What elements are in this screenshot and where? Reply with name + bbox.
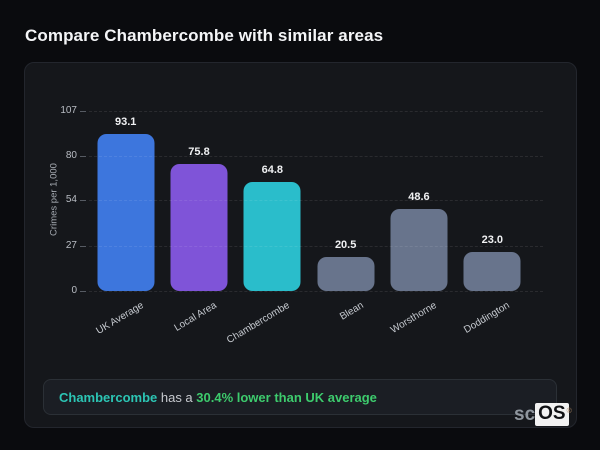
bar-value-label: 93.1	[114, 116, 137, 129]
bar-local-area[interactable]	[170, 163, 228, 291]
bar-value-label: 75.8	[188, 145, 210, 158]
watermark-os: OS	[535, 403, 569, 426]
bar-slot: 75.8 Local Area	[162, 111, 235, 334]
bar-value-label: 64.8	[261, 164, 284, 176]
insight-connector: has a	[157, 389, 197, 405]
bar-value-label: 48.6	[408, 191, 430, 204]
insight-box: Chambercombe has a 30.4% lower than UK a…	[43, 379, 557, 415]
plot-area: 93.1 UK Average 75.8 Local Area 64.8 Chamberc…	[89, 111, 529, 346]
bar-doddington[interactable]	[463, 252, 521, 291]
y-tick-mark	[80, 200, 86, 202]
bar-chart: Crimes per 1,000 93.1 UK Average 75.8 Local…	[49, 105, 543, 346]
page-title: Compare Chambercombe with similar areas	[25, 26, 384, 45]
bar-worsthorne[interactable]	[390, 209, 448, 291]
y-tick-label: 54	[65, 194, 77, 206]
chart-panel: Crimes per 1,000 93.1 UK Average 75.8 Local…	[24, 62, 577, 428]
y-tick-label: 27	[65, 239, 77, 251]
bar-value-label: 23.0	[481, 234, 504, 247]
bar-slot: 20.5 Blean	[309, 111, 382, 323]
y-tick-label: 80	[65, 150, 77, 162]
watermark: sc OS ®	[514, 403, 572, 426]
gridline	[89, 245, 543, 247]
bar-slot: 48.6 Worsthorne	[382, 111, 455, 336]
bar-slot: 64.8 Chambercombe	[225, 111, 309, 346]
gridline	[89, 200, 543, 202]
gridline	[89, 111, 543, 112]
bar-slot: 93.1 UK Average	[89, 111, 162, 337]
y-tick-label: 107	[60, 105, 77, 116]
y-tick-mark	[80, 245, 86, 247]
y-tick-mark	[80, 291, 86, 292]
bar-value-label: 20.5	[334, 238, 357, 251]
gridline	[89, 291, 543, 292]
bar-chambercombe[interactable]	[243, 182, 301, 291]
watermark-sc: sc	[514, 404, 536, 425]
insight-stat: 30.4% lower than UK average	[196, 389, 377, 405]
y-tick-label: 0	[71, 285, 77, 296]
insight-area-name: Chambercombe	[59, 389, 158, 405]
gridline	[89, 156, 543, 158]
bar-uk-average[interactable]	[97, 134, 155, 291]
registered-icon: ®	[566, 408, 572, 415]
y-tick-mark	[80, 156, 86, 158]
y-tick-mark	[80, 111, 86, 112]
bar-slot: 23.0 Doddington	[456, 111, 529, 336]
bar-blean[interactable]	[317, 256, 375, 291]
